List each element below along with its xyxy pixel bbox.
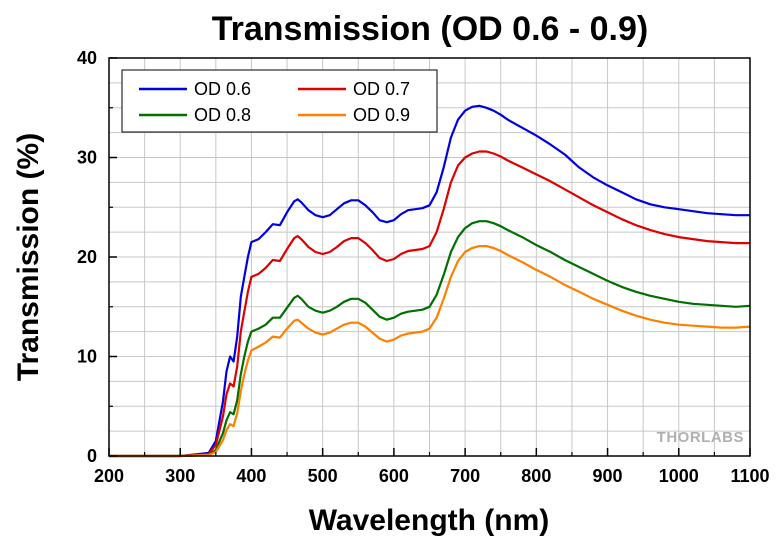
legend-label: OD 0.8	[194, 105, 251, 125]
x-tick-label: 800	[521, 466, 551, 486]
series-line-od-0-9	[109, 245, 751, 458]
x-tick-label: 400	[236, 466, 266, 486]
legend-label: OD 0.9	[353, 105, 410, 125]
series-line-od-0-6	[109, 104, 750, 458]
y-tick-label: 40	[77, 48, 97, 68]
x-tick-label: 600	[379, 466, 409, 486]
x-tick-label: 1100	[730, 466, 769, 486]
y-tick-label: 30	[77, 148, 97, 168]
y-tick-label: 20	[77, 247, 97, 267]
y-axis-label: Transmission (%)	[12, 133, 45, 381]
axis-ticks: 200 300 400 500 600 700 800 900 1000 1100 0 10 20 30 4…	[77, 48, 770, 486]
series-lines	[109, 104, 751, 458]
x-tick-label: 500	[308, 466, 338, 486]
series-line-od-0-8	[109, 220, 751, 458]
legend-label: OD 0.7	[353, 79, 410, 99]
legend-box	[121, 69, 438, 133]
thorlabs-watermark: THORLABS	[657, 429, 744, 446]
legend: OD 0.6 OD 0.7 OD 0.8 OD 0.9	[121, 69, 438, 133]
x-tick-label: 200	[94, 466, 124, 486]
legend-label: OD 0.6	[194, 79, 251, 99]
x-tick-label: 700	[450, 466, 480, 486]
x-axis-label: Wavelength (nm)	[309, 504, 550, 537]
y-tick-label: 0	[87, 446, 97, 466]
series-line-od-0-7	[109, 150, 750, 458]
x-tick-label: 300	[165, 466, 195, 486]
x-tick-label: 1000	[659, 466, 699, 486]
chart-title: Transmission (OD 0.6 - 0.9)	[212, 10, 648, 48]
x-tick-label: 900	[593, 466, 623, 486]
y-tick-label: 10	[77, 347, 97, 367]
